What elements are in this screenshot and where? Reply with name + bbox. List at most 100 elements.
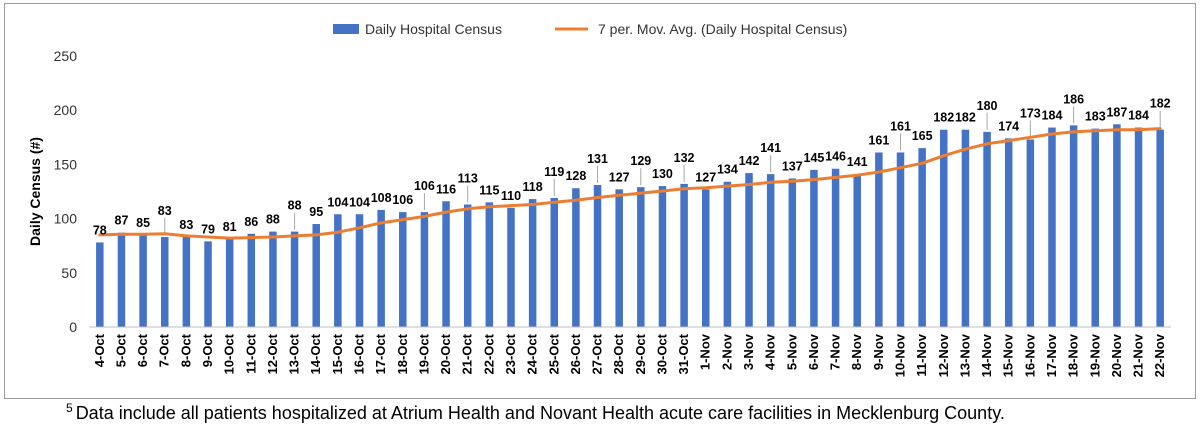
bar <box>875 152 883 327</box>
x-tick-label: 7-Oct <box>157 333 172 367</box>
x-tick-label: 15-Nov <box>1001 333 1016 377</box>
x-tick-label: 31-Oct <box>676 333 691 374</box>
x-tick-label: 14-Oct <box>308 333 323 374</box>
bar <box>355 214 364 327</box>
bar <box>485 202 494 327</box>
bar <box>117 232 126 327</box>
bar <box>1134 127 1143 327</box>
y-tick-label: 200 <box>54 102 78 118</box>
bars <box>96 124 1164 328</box>
bar <box>1156 129 1164 327</box>
data-label: 174 <box>998 119 1019 133</box>
bar <box>896 152 905 327</box>
bar <box>550 198 559 327</box>
bar <box>96 242 104 327</box>
y-tick-label: 250 <box>54 48 78 64</box>
data-label: 182 <box>955 111 976 125</box>
data-label: 79 <box>201 222 215 236</box>
bar <box>528 199 537 327</box>
x-tick-label: 17-Oct <box>373 333 388 374</box>
x-tick-label: 8-Oct <box>178 333 193 367</box>
x-tick-label: 13-Oct <box>287 333 302 374</box>
bar <box>312 224 320 327</box>
bar <box>507 207 515 327</box>
leader-lines <box>164 106 1161 236</box>
data-label: 106 <box>414 179 435 193</box>
bar <box>399 212 407 327</box>
x-tick-label: 30-Oct <box>654 333 669 374</box>
bar <box>983 131 991 327</box>
x-tick-label: 17-Nov <box>1044 333 1059 377</box>
legend-label-bar: Daily Hospital Census <box>365 21 502 37</box>
data-label: 161 <box>890 119 911 133</box>
data-label: 129 <box>630 154 651 168</box>
x-tick-label: 22-Oct <box>481 333 496 374</box>
data-label: 83 <box>158 204 172 218</box>
bar <box>745 173 753 327</box>
x-tick-label: 10-Oct <box>222 333 237 374</box>
x-tick-label: 6-Nov <box>806 333 821 370</box>
data-label: 118 <box>523 180 543 194</box>
bar <box>1113 124 1121 328</box>
y-tick-label: 150 <box>54 156 78 172</box>
data-label: 141 <box>847 155 868 169</box>
bar <box>1026 139 1035 327</box>
x-tick-label: 29-Oct <box>633 333 648 374</box>
bar <box>334 214 342 327</box>
x-tick-label: 19-Oct <box>416 333 431 374</box>
data-label: 83 <box>179 218 193 232</box>
x-tick-label: 10-Nov <box>893 333 908 377</box>
bar <box>615 189 623 327</box>
bar <box>182 237 191 327</box>
bar <box>701 189 710 327</box>
data-label: 137 <box>782 159 803 173</box>
bar <box>918 148 926 327</box>
bar <box>139 234 147 327</box>
data-label: 88 <box>288 199 302 213</box>
x-tick-label: 28-Oct <box>611 333 626 374</box>
x-tick-label: 18-Oct <box>395 333 410 374</box>
data-label: 87 <box>115 214 129 228</box>
x-tick-label: 4-Nov <box>763 333 778 370</box>
data-label: 182 <box>933 111 954 125</box>
data-label: 128 <box>565 169 586 183</box>
x-tick-label: 12-Oct <box>265 333 280 374</box>
bar <box>1048 127 1056 327</box>
data-label: 142 <box>739 154 760 168</box>
bar <box>788 178 797 327</box>
bar <box>225 239 234 327</box>
data-label: 78 <box>93 223 107 237</box>
y-axis-title: Daily Census (#) <box>27 137 43 246</box>
data-label: 106 <box>392 193 413 207</box>
x-tick-label: 21-Nov <box>1131 333 1146 377</box>
bar <box>1069 125 1078 327</box>
bar <box>658 186 667 327</box>
x-tick-label: 16-Oct <box>352 333 367 374</box>
bar <box>637 187 645 327</box>
x-tick-label: 25-Oct <box>546 333 561 374</box>
data-label: 127 <box>609 170 630 184</box>
x-tick-label: 14-Nov <box>979 333 994 377</box>
footnote-marker: 5 <box>66 401 73 415</box>
x-tick-label: 9-Nov <box>871 333 886 370</box>
moving-average-line <box>98 127 1162 240</box>
data-label: 184 <box>1128 109 1149 123</box>
x-axis: 4-Oct 5-Oct 6-Oct 7-Oct 8-Oct 9-Oct 10-Oct 11-O… <box>89 326 1171 377</box>
x-tick-label: 27-Oct <box>590 333 605 374</box>
x-tick-label: 22-Nov <box>1152 333 1167 377</box>
chart-svg: Daily Hospital Census 7 per. Mov. Avg. (D… <box>27 21 1171 377</box>
data-label: 104 <box>327 195 348 209</box>
data-label: 130 <box>652 167 673 181</box>
bar <box>204 241 212 327</box>
data-label: 81 <box>223 220 237 234</box>
data-label: 134 <box>717 163 738 177</box>
x-tick-label: 18-Nov <box>1066 333 1081 377</box>
bar <box>593 184 602 327</box>
x-tick-label: 21-Oct <box>460 333 475 374</box>
footnote-text: Data include all patients hospitalized a… <box>75 403 1005 423</box>
legend: Daily Hospital Census 7 per. Mov. Avg. (D… <box>333 21 847 37</box>
data-label: 145 <box>804 151 825 165</box>
x-tick-label: 7-Nov <box>828 333 843 370</box>
data-label: 115 <box>479 183 499 197</box>
